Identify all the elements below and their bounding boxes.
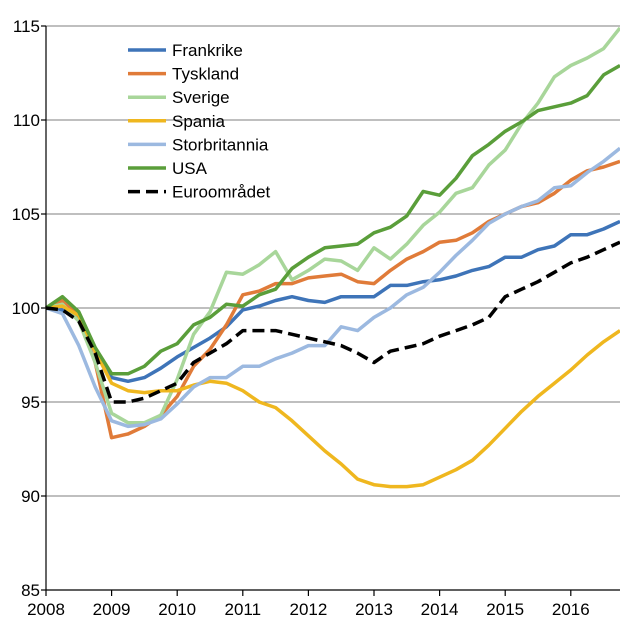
- series-lines: [45, 26, 620, 489]
- legend: Frankrike Tyskland Sverige Spania Storbritan…: [128, 41, 271, 202]
- x-tick-label: 2008: [27, 600, 65, 619]
- x-tick-label: 2016: [552, 600, 590, 619]
- x-tick-label: 2011: [225, 600, 262, 619]
- y-tick-label: 95: [21, 393, 40, 412]
- series-line-4: [45, 146, 620, 429]
- y-tick-label: 110: [13, 111, 40, 130]
- x-tick-label: 2009: [93, 600, 131, 619]
- x-tick-label: 2013: [355, 600, 393, 619]
- series-line-5: [45, 63, 620, 376]
- y-tick-label: 115: [13, 17, 40, 36]
- legend-label: USA: [172, 159, 208, 178]
- series-line-0: [45, 219, 620, 384]
- series-line-3: [45, 304, 620, 489]
- legend-label: Sverige: [172, 88, 230, 107]
- series-line-2: [45, 26, 620, 425]
- axes: 85 90 95 100 105 110 115 2008 2009 2010 2011 2012 20…: [12, 17, 620, 619]
- legend-label: Storbritannia: [172, 135, 269, 154]
- legend-label: Frankrike: [172, 41, 243, 60]
- x-tick-label: 2012: [289, 600, 327, 619]
- x-tick-label: 2010: [158, 600, 196, 619]
- legend-label: Euroområdet: [172, 183, 271, 202]
- y-tick-label: 90: [21, 487, 40, 506]
- y-tick-label: 85: [21, 581, 40, 600]
- y-tick-label: 105: [12, 205, 40, 224]
- y-tick-label: 100: [12, 299, 40, 318]
- x-tick-label: 2015: [486, 600, 524, 619]
- legend-label: Spania: [172, 112, 225, 131]
- legend-label: Tyskland: [172, 65, 239, 84]
- series-line-6: [45, 240, 620, 404]
- x-tick-label: 2014: [421, 600, 459, 619]
